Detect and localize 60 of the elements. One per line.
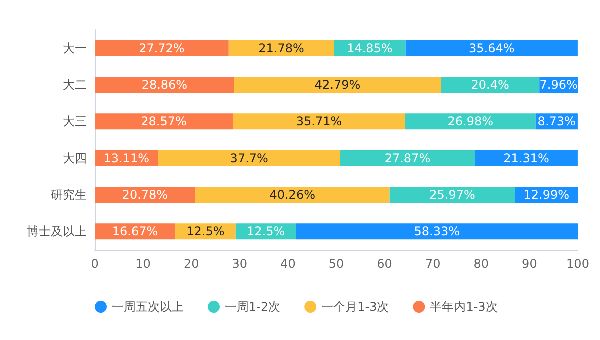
data-label: 27.72% xyxy=(139,41,185,56)
bar xyxy=(405,114,536,130)
data-label: 28.57% xyxy=(141,114,187,129)
legend-label: 一个月1-3次 xyxy=(322,300,390,314)
data-label: 37.7% xyxy=(230,151,268,166)
y-tick-label: 大三 xyxy=(63,114,87,129)
data-label: 20.78% xyxy=(122,188,168,202)
data-label: 13.11% xyxy=(104,151,150,166)
bar xyxy=(95,77,234,93)
data-label: 35.64% xyxy=(469,41,515,56)
data-label: 26.98% xyxy=(448,114,494,129)
data-label: 27.87% xyxy=(384,151,431,166)
data-label: 7.96% xyxy=(540,78,578,92)
x-tick-label: 70 xyxy=(425,257,441,271)
legend-label: 一周五次以上 xyxy=(112,300,184,314)
bar xyxy=(340,150,476,166)
y-tick-label: 大二 xyxy=(63,78,87,92)
bar xyxy=(234,77,442,93)
x-tick-label: 60 xyxy=(377,257,392,271)
data-label: 20.4% xyxy=(471,78,510,92)
data-label: 16.67% xyxy=(112,224,158,239)
data-label: 40.26% xyxy=(270,188,316,202)
bar xyxy=(441,77,540,93)
x-tick-label: 100 xyxy=(566,257,590,271)
data-label: 28.86% xyxy=(142,78,188,92)
x-tick-label: 80 xyxy=(474,257,490,271)
data-label: 12.5% xyxy=(247,224,286,239)
x-tick-label: 30 xyxy=(232,257,248,271)
x-tick-label: 20 xyxy=(184,257,200,271)
bar xyxy=(475,150,578,166)
data-label: 35.71% xyxy=(296,114,342,129)
data-label: 8.73% xyxy=(538,114,576,129)
data-label: 25.97% xyxy=(430,188,476,202)
data-label: 12.5% xyxy=(186,224,225,239)
bar xyxy=(296,224,578,240)
bar xyxy=(195,187,390,203)
bar xyxy=(390,187,516,203)
y-tick-label: 博士及以上 xyxy=(27,224,87,239)
y-tick-label: 大四 xyxy=(63,151,87,166)
data-label: 14.85% xyxy=(347,41,393,56)
x-tick-label: 50 xyxy=(328,257,344,271)
x-tick-label: 90 xyxy=(522,257,538,271)
data-label: 58.33% xyxy=(414,224,460,239)
data-label: 21.31% xyxy=(504,151,550,166)
data-label: 21.78% xyxy=(258,41,304,56)
bar xyxy=(95,114,233,130)
x-tick-label: 40 xyxy=(280,257,296,271)
data-label: 42.79% xyxy=(314,78,361,92)
bar xyxy=(158,150,340,166)
x-tick-label: 0 xyxy=(91,257,99,271)
bar xyxy=(232,114,406,130)
y-tick-label: 大一 xyxy=(63,41,87,56)
x-tick-label: 10 xyxy=(136,257,151,271)
legend-label: 一周1-2次 xyxy=(225,300,281,314)
y-tick-label: 研究生 xyxy=(51,188,87,202)
legend-label: 半年内1-3次 xyxy=(430,300,498,314)
bar xyxy=(406,40,578,56)
bar xyxy=(228,40,334,56)
bar xyxy=(95,40,229,56)
data-label: 12.99% xyxy=(524,188,570,202)
